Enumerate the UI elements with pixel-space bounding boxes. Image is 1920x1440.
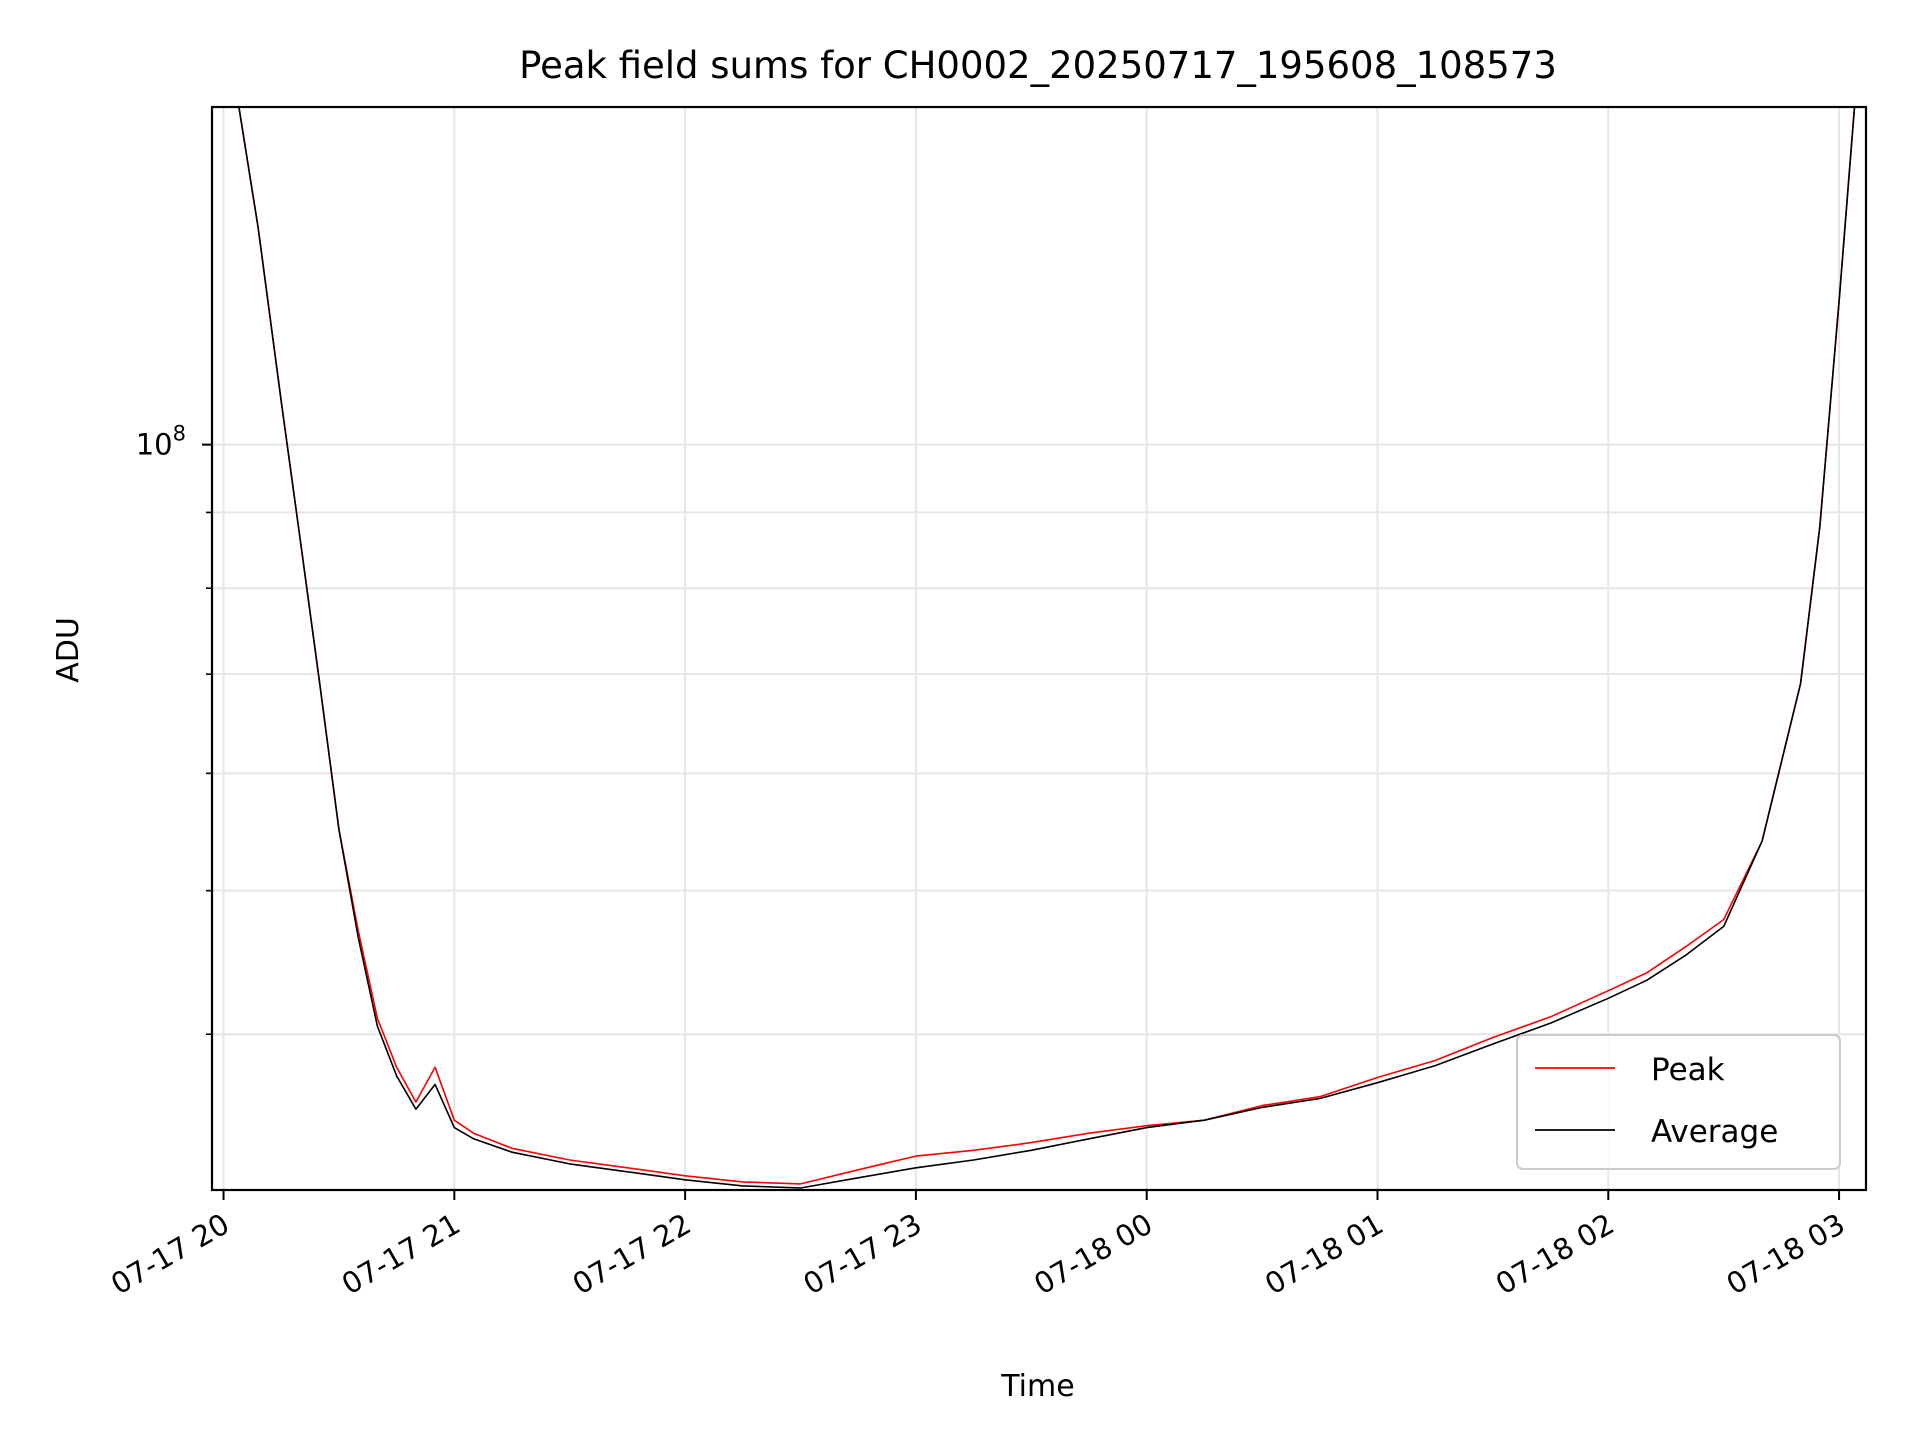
x-axis-label: Time (1000, 1369, 1074, 1404)
chart-title: Peak field sums for CH0002_20250717_1956… (519, 44, 1557, 87)
y-tick-label-exponent: 8 (173, 422, 186, 446)
y-axis-label: ADU (51, 617, 86, 683)
series-line-average (238, 107, 1856, 1189)
y-tick-label: 108 (136, 422, 186, 462)
grid-lines (212, 107, 1866, 1190)
series-layer (238, 107, 1856, 1189)
legend-average-label: Average (1651, 1114, 1778, 1150)
legend: Peak Average (1516, 1034, 1841, 1170)
plot-area-frame (210, 105, 1868, 1192)
legend-peak-label: Peak (1651, 1052, 1725, 1088)
series-line-peak (238, 107, 1856, 1185)
y-axis-ticks: 108 (136, 422, 212, 1036)
y-tick-label-base: 10 (136, 428, 173, 462)
